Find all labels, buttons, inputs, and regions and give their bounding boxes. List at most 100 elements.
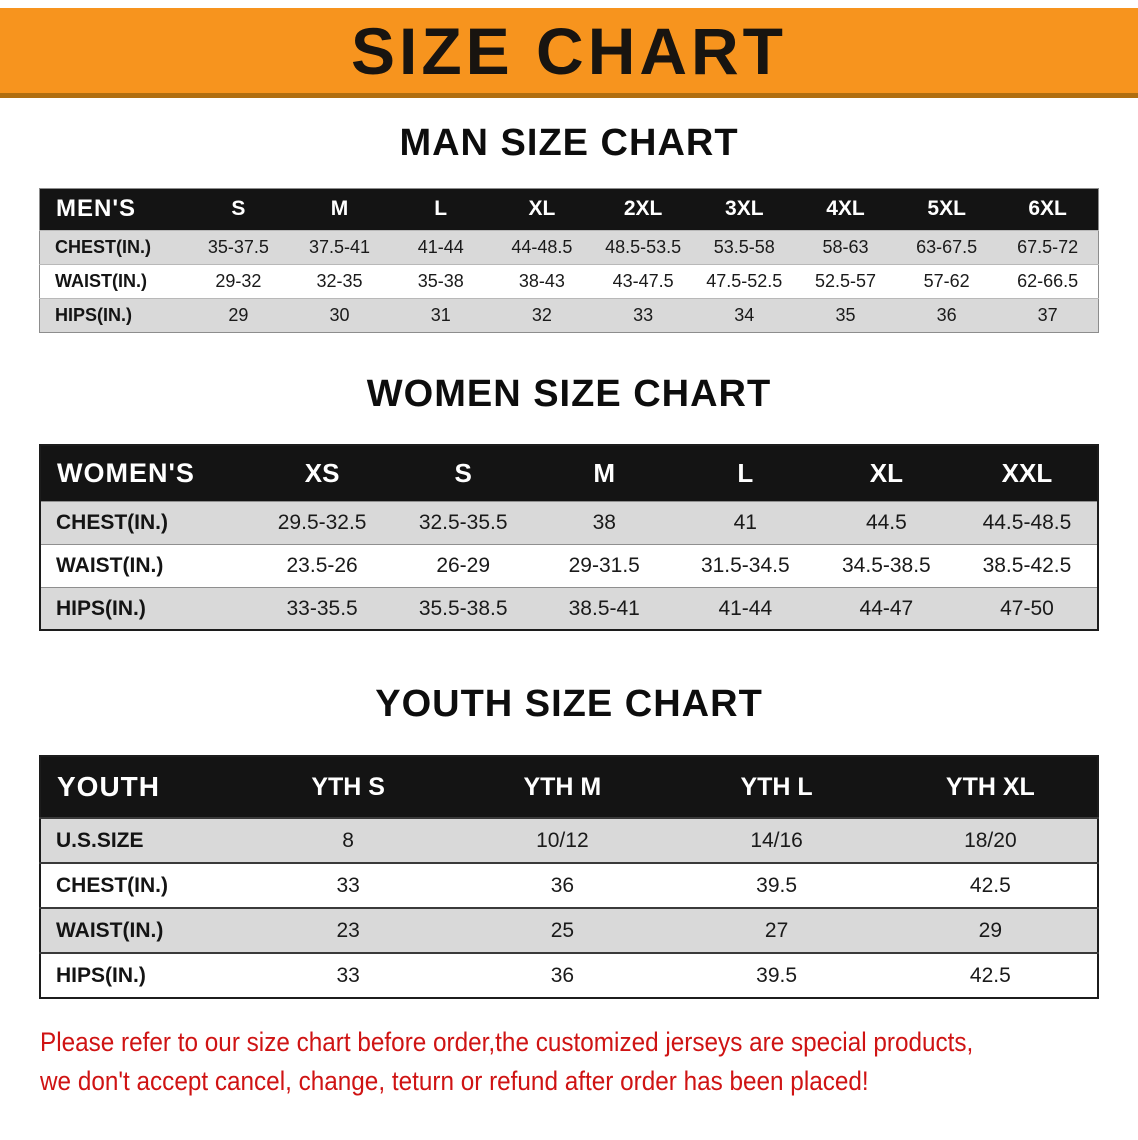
men-table-header-row: MEN'S S M L XL 2XL 3XL 4XL 5XL 6XL [39,188,1099,231]
size-value: 36 [550,873,575,897]
size-column-header: S [392,445,534,502]
size-column-header: 3XL [693,188,795,231]
size-value: 47.5-52.5 [706,270,783,291]
size-column-header: YTH L [669,756,884,819]
disclaimer-line-1: Please refer to our size chart before or… [40,1027,974,1058]
size-value: 32 [531,304,552,325]
size-value: 58-63 [822,236,869,257]
size-column-header: M [533,445,675,502]
size-value: 63-67.5 [916,236,978,257]
row-label: HIPS(IN.) [56,596,146,620]
women-table-header-row: WOMEN'S XS S M L XL XXL [40,445,1098,502]
size-value: 41-44 [417,236,464,257]
size-value: 23 [336,918,360,942]
size-chart-title: SIZE CHART [351,13,787,88]
size-value: 39.5 [756,873,798,897]
size-value: 41-44 [718,596,773,620]
size-value: 42.5 [969,963,1011,987]
size-value: 29-32 [215,270,262,291]
row-label: HIPS(IN.) [55,304,133,325]
size-value: 18/20 [964,828,1017,852]
size-value: 37.5-41 [309,236,371,257]
table-row: WAIST(IN.) 23.5-26 26-29 29-31.5 31.5-34.5 34… [40,544,1098,588]
size-value: 25 [550,918,575,942]
size-value: 31.5-34.5 [700,553,790,577]
table-row: CHEST(IN.) 29.5-32.5 32.5-35.5 38 41 44.5 44.5… [40,501,1098,545]
size-value: 32-35 [316,270,363,291]
size-value: 33 [336,873,360,897]
size-value: 38-43 [518,270,565,291]
row-label: CHEST(IN.) [55,236,151,257]
row-label: CHEST(IN.) [56,873,168,897]
size-value: 23.5-26 [286,553,358,577]
size-value: 44-48.5 [511,236,573,257]
size-value: 14/16 [750,828,803,852]
men-section-heading: MAN SIZE CHART [399,122,739,164]
men-size-table: MEN'S S M L XL 2XL 3XL 4XL 5XL 6XL CHEST(IN.) 35-3… [39,187,1099,333]
size-column-header: 2XL [592,188,694,231]
size-column-header: XS [251,445,393,502]
size-value: 34 [734,304,755,325]
size-value: 33 [336,963,360,987]
table-row: WAIST(IN.) 23 25 27 29 [40,908,1098,954]
size-value: 39.5 [756,963,798,987]
size-column-header: S [187,188,289,231]
size-value: 38 [592,510,616,534]
size-value: 44.5-48.5 [982,510,1072,534]
women-section-heading: WOMEN SIZE CHART [366,372,772,415]
size-value: 35-37.5 [207,236,269,257]
size-value: 41 [733,510,757,534]
size-value: 53.5-58 [713,236,775,257]
size-value: 32.5-35.5 [418,510,508,534]
size-value: 33 [633,304,654,325]
size-column-header: XL [491,188,593,231]
row-label: CHEST(IN.) [56,510,168,534]
size-column-header: YTH XL [883,756,1098,819]
size-column-header: YTH S [241,756,456,819]
size-value: 44-47 [859,596,914,620]
size-column-header: M [288,188,391,231]
youth-section-heading: YOUTH SIZE CHART [375,683,763,726]
size-value: 42.5 [969,873,1011,897]
women-size-table: WOMEN'S XS S M L XL XXL CHEST(IN.) 29.5-32.5 32.… [39,444,1099,632]
table-row: CHEST(IN.) 33 36 39.5 42.5 [40,863,1098,909]
size-value: 38.5-41 [568,596,640,620]
disclaimer-line-2: we don't accept cancel, change, teturn o… [40,1066,869,1097]
size-value: 27 [764,918,789,942]
table-row: HIPS(IN.) 33-35.5 35.5-38.5 38.5-41 41-44 44-… [40,587,1098,631]
order-disclaimer-note: Please refer to our size chart before or… [0,1023,1138,1101]
size-value: 38.5-42.5 [982,553,1072,577]
table-corner-label: MEN'S [39,188,188,231]
size-value: 34.5-38.5 [842,553,931,577]
size-column-header: L [390,188,492,231]
size-column-header: 5XL [896,188,998,231]
size-value: 57-62 [923,270,970,291]
size-column-header: XXL [956,445,1098,502]
size-value: 30 [329,304,350,325]
table-row: CHEST(IN.) 35-37.5 37.5-41 41-44 44-48.5 48.5… [39,230,1099,265]
size-value: 48.5-53.5 [605,236,682,257]
row-label: WAIST(IN.) [56,553,164,577]
size-value: 8 [342,828,354,852]
table-row: HIPS(IN.) 33 36 39.5 42.5 [40,953,1098,999]
size-value: 26-29 [436,553,491,577]
table-row: WAIST(IN.) 29-32 32-35 35-38 38-43 43-47.5 47.… [39,264,1099,299]
size-value: 37 [1037,304,1058,325]
size-column-header: L [674,445,816,502]
size-value: 29 [228,304,249,325]
size-value: 36 [550,963,575,987]
row-label: U.S.SIZE [56,828,144,852]
table-row: HIPS(IN.) 29 30 31 32 33 34 35 36 37 [39,298,1099,333]
size-value: 35 [835,304,856,325]
size-value: 29.5-32.5 [277,510,367,534]
row-label: WAIST(IN.) [55,270,147,291]
table-corner-label: YOUTH [40,756,242,819]
size-value: 67.5-72 [1017,236,1079,257]
size-value: 36 [936,304,957,325]
size-value: 62-66.5 [1017,270,1079,291]
size-value: 31 [430,304,451,325]
size-value: 52.5-57 [814,270,876,291]
size-column-header: XL [815,445,957,502]
size-column-header: 4XL [794,188,897,231]
youth-table-header-row: YOUTH YTH S YTH M YTH L YTH XL [40,756,1098,819]
